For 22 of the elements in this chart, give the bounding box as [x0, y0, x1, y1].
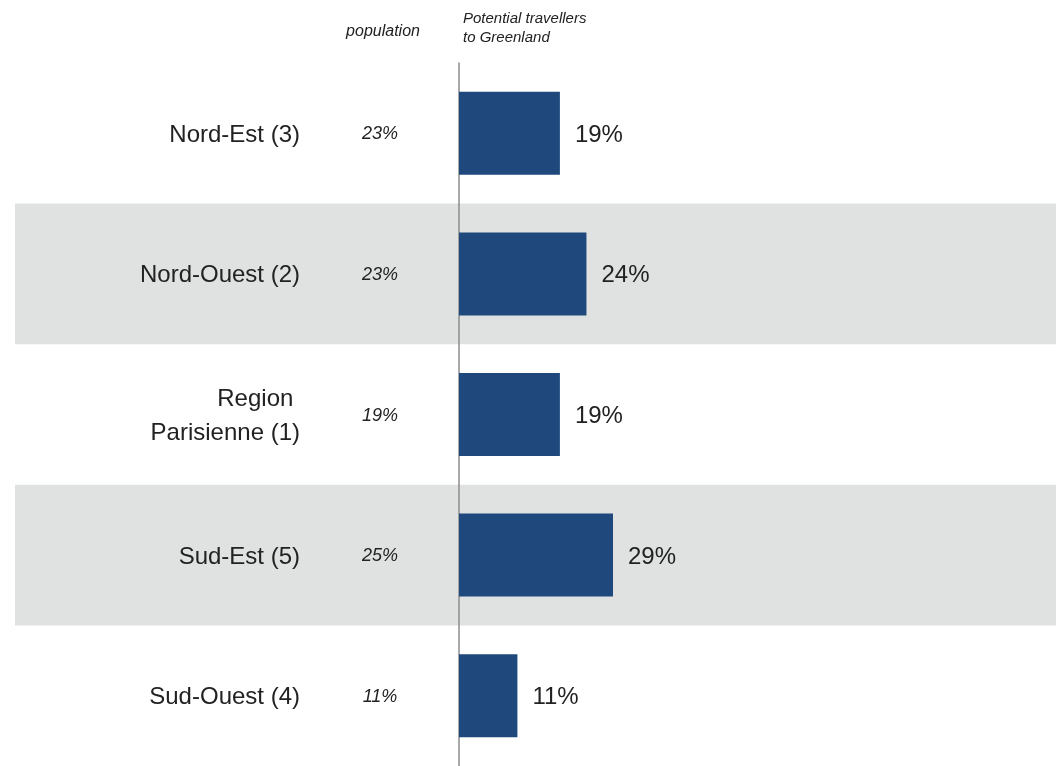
bar [459, 232, 587, 316]
data-label: 19% [574, 401, 623, 428]
data-label: 11% [532, 682, 579, 710]
y-tick-label: Sud-Ouest (4) [149, 682, 300, 710]
y-tick-label: Sud-Est (5) [178, 541, 300, 569]
text: 11% [362, 685, 398, 706]
text: 23% [360, 123, 399, 144]
bar [459, 654, 518, 738]
text: population [345, 21, 421, 39]
data-label: 19% [574, 119, 623, 147]
y-tick-label: Nord-Est (3) [169, 119, 300, 147]
bar [459, 373, 560, 456]
text: 25% [360, 545, 399, 566]
bar [459, 513, 613, 597]
data-label: 29% [628, 541, 677, 569]
text: 19% [361, 404, 399, 425]
data-label: 24% [601, 260, 650, 288]
x-axis-title: Potential travellers to Greenland [463, 9, 587, 45]
text: 23% [360, 263, 399, 284]
bar [459, 91, 560, 175]
y-tick-label: Nord-Ouest (2) [139, 260, 300, 288]
y-tick-label: Region Parisienne (1) [150, 384, 300, 445]
